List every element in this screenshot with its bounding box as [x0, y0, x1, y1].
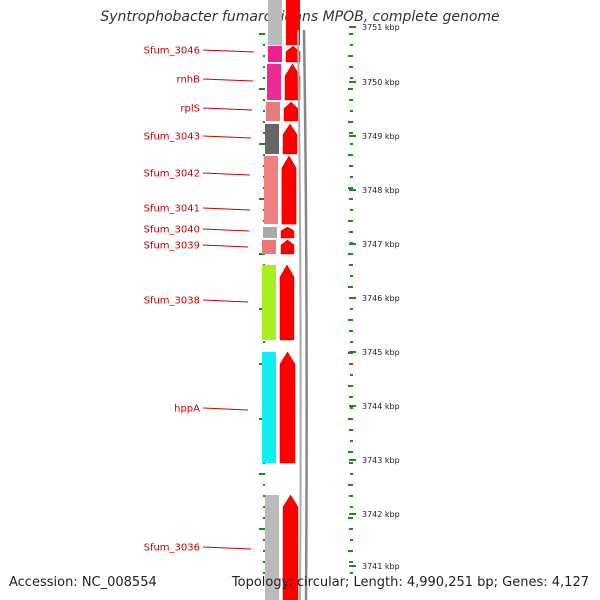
kbp-label: 3748 kbp — [362, 186, 400, 195]
gene-label: Sfum_3041 — [144, 204, 200, 215]
gene-label: Sfum_3042 — [144, 169, 200, 180]
cds-arrow — [281, 155, 297, 225]
gene-labels: Sfum_3046 rnhB rplS Sfum_3043 Sfum_3042 Sfum_… — [144, 46, 201, 554]
feature-box — [268, 46, 282, 62]
kbp-label: 3750 kbp — [362, 78, 400, 87]
feature-box — [262, 265, 276, 340]
leader-line — [202, 207, 251, 211]
genome-topology-summary: Topology: circular; Length: 4,990,251 bp… — [231, 575, 589, 590]
kbp-label: 3742 kbp — [362, 510, 400, 519]
kbp-label: 3746 kbp — [362, 294, 400, 303]
backbone-outer — [302, 29, 308, 600]
feature-box — [263, 227, 277, 238]
feature-box — [262, 352, 276, 463]
gene-label: Sfum_3040 — [144, 225, 200, 236]
leader-line — [202, 107, 253, 111]
cds-arrow — [279, 351, 296, 464]
feature-box — [267, 64, 281, 100]
cds-arrow — [280, 226, 295, 239]
feature-box — [266, 102, 280, 121]
leader-line — [202, 78, 254, 82]
cds-arrows — [279, 0, 301, 600]
gene-label: rnhB — [177, 75, 201, 86]
gene-label: Sfum_3038 — [144, 296, 200, 307]
leader-line — [202, 49, 255, 53]
kbp-label: 3745 kbp — [362, 348, 400, 357]
gene-label: Sfum_3046 — [144, 46, 200, 57]
gene-label: rplS — [180, 104, 200, 115]
gene-label: Sfum_3039 — [144, 241, 200, 252]
leader-line — [202, 299, 249, 303]
genome-backbone — [297, 29, 308, 600]
kbp-label: 3747 kbp — [362, 240, 400, 249]
gene-label: hppA — [174, 404, 200, 415]
kbp-scale-labels: 3751 kbp 3750 kbp 3749 kbp 3748 kbp 3747 kbp… — [349, 23, 400, 571]
feature-box — [265, 124, 279, 154]
label-leader-lines — [202, 49, 255, 550]
cds-arrow-top — [286, 0, 300, 45]
leader-line — [202, 244, 249, 248]
backbone-inner — [297, 29, 302, 600]
feature-color-boxes — [262, 0, 282, 600]
leader-line — [202, 407, 249, 411]
kbp-label: 3751 kbp — [362, 23, 400, 32]
feature-box — [264, 156, 278, 224]
cds-arrow — [282, 123, 298, 155]
leader-line — [202, 172, 251, 176]
kbp-label: 3749 kbp — [362, 132, 400, 141]
leader-line — [202, 228, 250, 232]
accession-number: Accession: NC_008554 — [9, 575, 157, 590]
cds-arrow — [283, 101, 299, 122]
right-scale-ticks — [348, 33, 353, 574]
cds-arrow — [282, 494, 299, 600]
cds-arrow — [280, 239, 295, 255]
cds-arrow — [284, 63, 301, 101]
leader-line — [202, 546, 252, 550]
leader-line — [202, 135, 252, 139]
gene-label: Sfum_3043 — [144, 132, 200, 143]
gene-label: Sfum_3036 — [144, 543, 200, 554]
feature-box-top — [268, 0, 282, 45]
feature-box — [262, 240, 276, 254]
cds-arrow — [279, 264, 295, 341]
kbp-label: 3743 kbp — [362, 456, 400, 465]
kbp-label: 3744 kbp — [362, 402, 400, 411]
kbp-label: 3741 kbp — [362, 562, 400, 571]
feature-box — [265, 495, 279, 600]
